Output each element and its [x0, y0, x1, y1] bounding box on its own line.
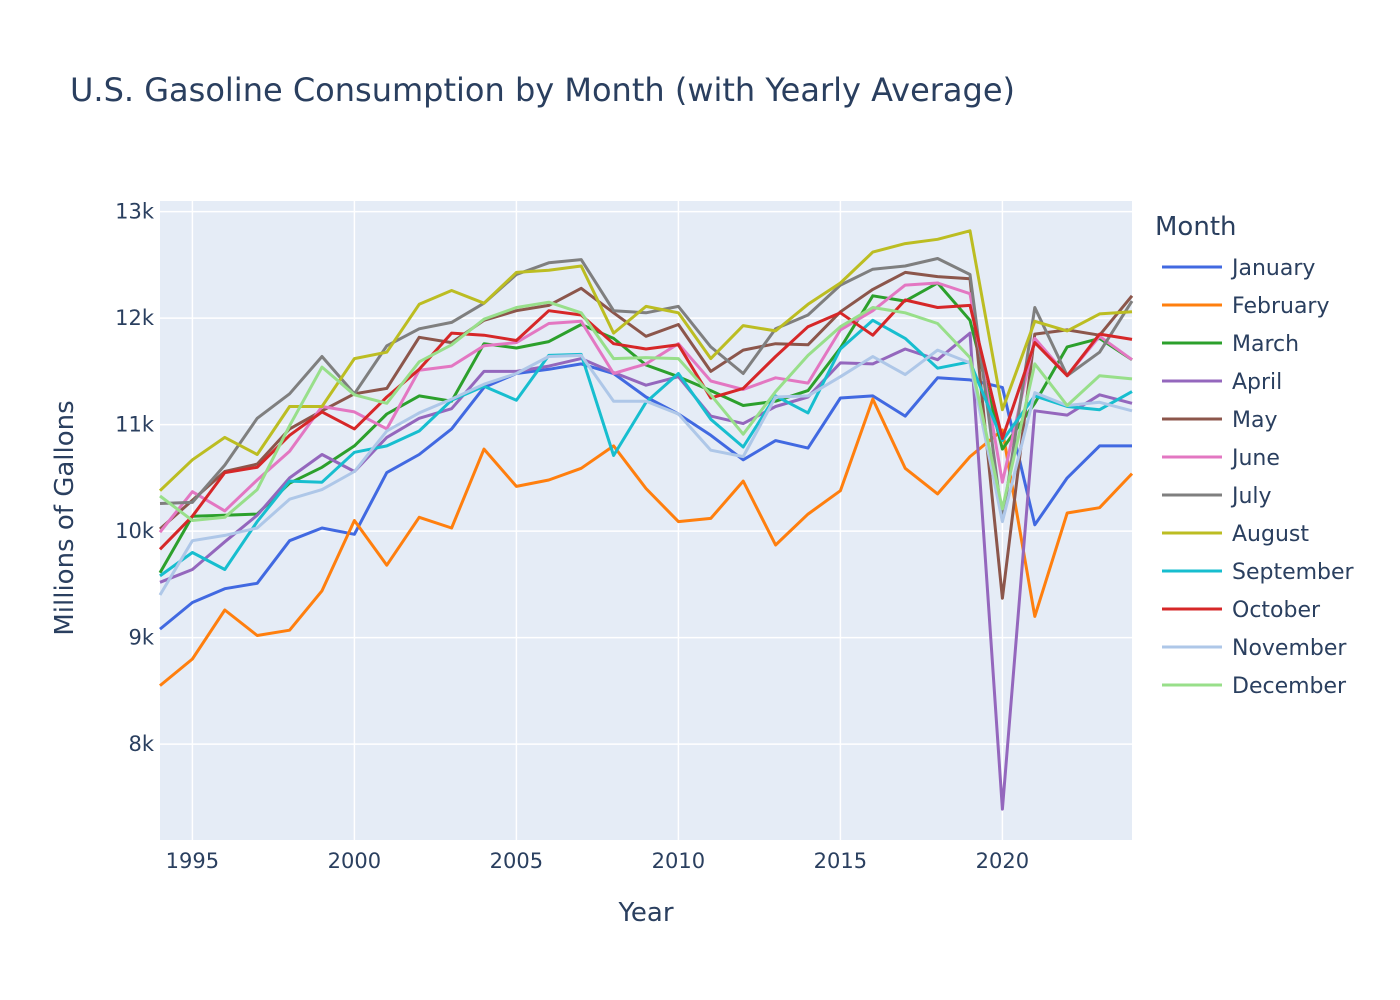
legend-item-february[interactable]: February [1162, 294, 1330, 319]
x-axis-title: Year [617, 898, 673, 928]
series-line-january [159, 362, 1132, 631]
legend-item-september[interactable]: September [1162, 560, 1355, 585]
legend-label: June [1230, 446, 1280, 471]
legend-label: November [1232, 636, 1347, 661]
legend-item-july[interactable]: July [1162, 484, 1272, 509]
legend-item-november[interactable]: November [1162, 636, 1347, 661]
legend-item-january[interactable]: January [1162, 256, 1315, 281]
legend-label: December [1232, 674, 1347, 699]
legend-item-march[interactable]: March [1162, 332, 1299, 357]
x-tick-label: 1995 [166, 849, 219, 873]
x-tick-label: 2015 [814, 849, 867, 873]
legend-item-december[interactable]: December [1162, 674, 1347, 699]
series-line-october [158, 298, 1133, 551]
y-tick-label: 9k [128, 626, 154, 650]
y-tick-label: 13k [115, 200, 155, 224]
legend-label: October [1232, 598, 1321, 623]
legend-item-october[interactable]: October [1162, 598, 1321, 623]
x-tick-label: 2005 [490, 849, 543, 873]
legend-label: May [1232, 408, 1277, 433]
legend-item-may[interactable]: May [1162, 408, 1277, 433]
x-tick-label: 2000 [328, 849, 381, 873]
x-tick-label: 2020 [976, 849, 1029, 873]
legend-label: January [1230, 256, 1315, 281]
y-tick-label: 8k [128, 732, 154, 756]
legend-label: March [1232, 332, 1299, 357]
legend-title: Month [1155, 212, 1237, 242]
legend-label: July [1230, 484, 1272, 509]
y-tick-label: 11k [115, 413, 155, 437]
series-line-february [159, 397, 1134, 687]
y-tick-label: 12k [115, 306, 155, 330]
x-axis-ticks: 1995 2000 2005 2010 2015 2020 [166, 849, 1029, 873]
legend-item-june[interactable]: June [1162, 446, 1280, 471]
legend-label: August [1232, 522, 1309, 547]
x-tick-label: 2010 [652, 849, 705, 873]
series-lines [158, 229, 1134, 811]
legend-label: April [1232, 370, 1282, 395]
y-tick-label: 10k [115, 519, 155, 543]
legend-label: February [1232, 294, 1330, 319]
legend-item-august[interactable]: August [1162, 522, 1309, 547]
series-line-april [159, 331, 1133, 811]
legend[interactable]: January February March April May June July Augu… [1162, 256, 1355, 699]
legend-label: September [1232, 560, 1355, 585]
legend-item-april[interactable]: April [1162, 370, 1282, 395]
y-axis-ticks: 8k 9k 10k 11k 12k 13k [115, 200, 155, 757]
y-axis-title: Millions of Gallons [50, 400, 80, 635]
series-line-july [159, 257, 1134, 522]
chart-title: U.S. Gasoline Consumption by Month (with… [70, 71, 1015, 109]
series-line-august [158, 229, 1133, 492]
series-line-december [159, 300, 1133, 522]
